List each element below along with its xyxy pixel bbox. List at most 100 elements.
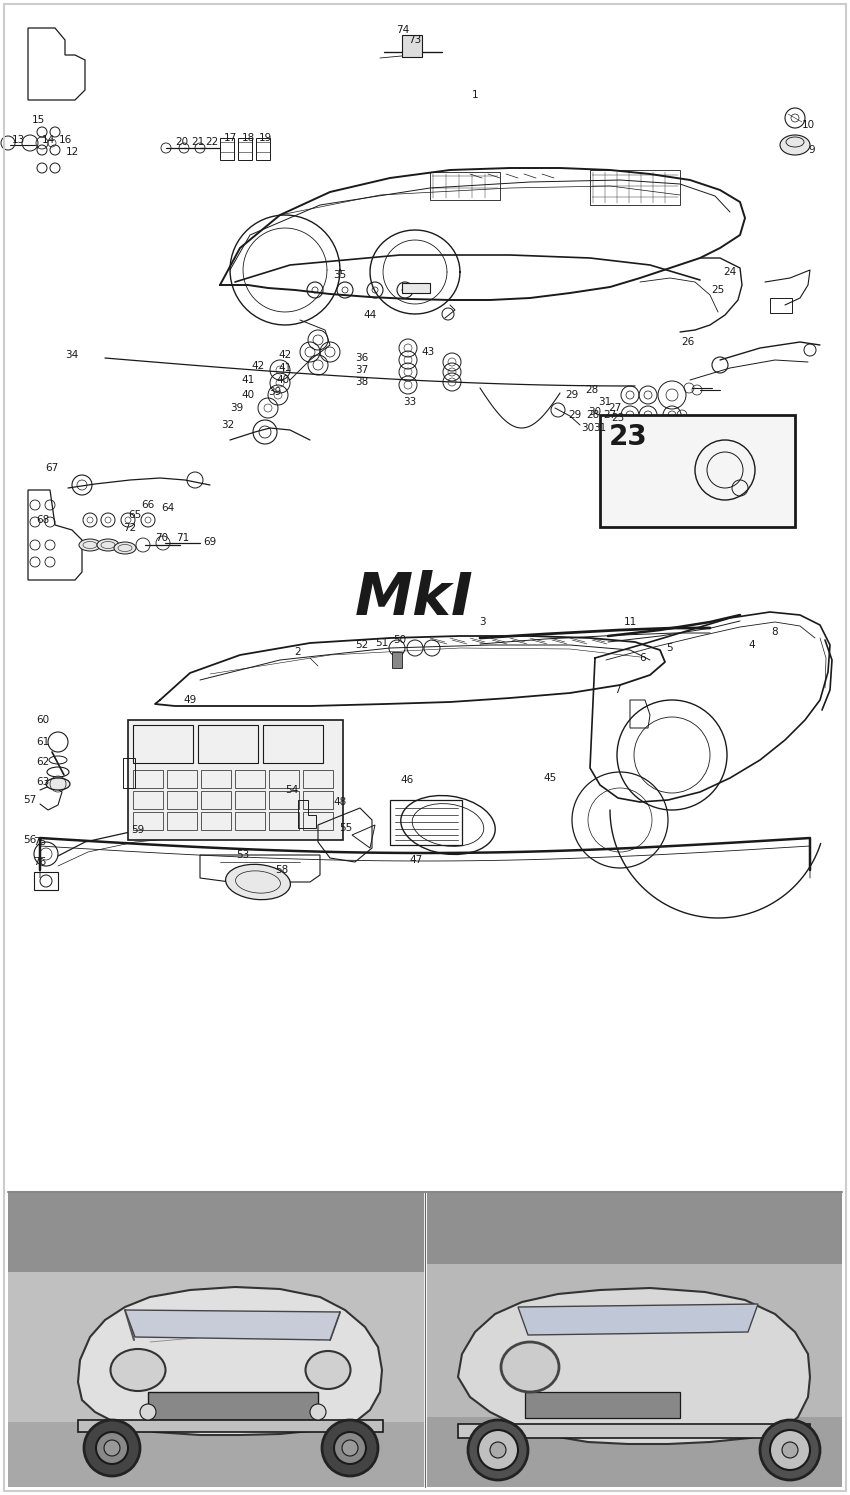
Bar [78, 1420, 383, 1432]
Text: 13: 13 [11, 135, 25, 145]
Bar [123, 758, 135, 788]
Ellipse shape [46, 777, 70, 789]
Text: 38: 38 [355, 377, 369, 387]
Ellipse shape [110, 1348, 166, 1390]
Ellipse shape [79, 540, 101, 552]
Bar [220, 142, 234, 152]
Bar [427, 1192, 842, 1263]
Text: 39: 39 [269, 387, 281, 398]
Text: 40: 40 [276, 375, 290, 386]
Text: 66: 66 [141, 499, 155, 510]
Text: 58: 58 [275, 866, 289, 875]
Bar [8, 1422, 425, 1488]
Bar [238, 142, 252, 152]
Text: MkI: MkI [355, 570, 473, 626]
Bar [235, 812, 265, 830]
Bar [235, 770, 265, 788]
Text: 69: 69 [203, 537, 217, 547]
Circle shape [770, 1431, 810, 1470]
Text: 27: 27 [604, 410, 616, 420]
Bar [167, 812, 197, 830]
Text: 76: 76 [33, 857, 47, 867]
Text: 75: 75 [33, 837, 47, 848]
Circle shape [313, 1354, 343, 1384]
Bar [235, 791, 265, 809]
Text: 41: 41 [241, 375, 255, 386]
Text: 65: 65 [128, 510, 142, 520]
Ellipse shape [225, 864, 291, 900]
Text: 10: 10 [802, 120, 814, 130]
Text: 17: 17 [224, 133, 236, 144]
Text: 28: 28 [586, 410, 599, 420]
Text: 31: 31 [598, 398, 612, 407]
Text: 28: 28 [586, 386, 598, 395]
Text: 30: 30 [581, 423, 594, 434]
Text: 25: 25 [711, 286, 724, 295]
Bar [458, 1425, 810, 1438]
Text: 8: 8 [772, 626, 779, 637]
Text: 73: 73 [408, 34, 422, 45]
Text: 50: 50 [394, 635, 406, 644]
Bar [8, 1192, 425, 1488]
Bar [402, 283, 430, 293]
Bar [427, 1417, 842, 1488]
Bar [256, 138, 270, 160]
Text: 53: 53 [236, 851, 250, 860]
Bar [525, 1392, 680, 1417]
Text: 32: 32 [221, 420, 235, 431]
Bar [590, 170, 680, 205]
Text: 21: 21 [191, 138, 205, 147]
Text: 67: 67 [45, 463, 59, 472]
Text: 2: 2 [295, 647, 301, 656]
Text: 35: 35 [333, 271, 347, 280]
Bar [256, 142, 270, 152]
Circle shape [96, 1432, 128, 1464]
Circle shape [104, 1440, 120, 1456]
Circle shape [782, 1443, 798, 1458]
Circle shape [310, 1404, 326, 1420]
Text: 5: 5 [666, 643, 673, 653]
Text: 46: 46 [400, 774, 414, 785]
Text: 34: 34 [65, 350, 78, 360]
Text: 54: 54 [286, 785, 298, 795]
Bar [167, 770, 197, 788]
Text: 26: 26 [682, 336, 694, 347]
Polygon shape [458, 1289, 810, 1444]
Bar [198, 725, 258, 762]
Text: 40: 40 [241, 390, 254, 401]
Text: 44: 44 [363, 309, 377, 320]
Ellipse shape [305, 1351, 350, 1389]
Polygon shape [125, 1310, 340, 1340]
Bar [303, 812, 333, 830]
Circle shape [760, 1420, 820, 1480]
Text: 61: 61 [37, 737, 49, 748]
Ellipse shape [780, 135, 810, 155]
Bar [600, 416, 795, 528]
Bar [269, 791, 299, 809]
Text: 71: 71 [176, 534, 190, 543]
Text: 7: 7 [614, 685, 620, 695]
Text: 62: 62 [37, 756, 49, 767]
Bar [427, 1192, 842, 1488]
Text: 1: 1 [472, 90, 479, 100]
Text: 20: 20 [175, 138, 189, 147]
Bar [8, 1192, 425, 1272]
Bar [390, 800, 462, 845]
Polygon shape [518, 1304, 758, 1335]
Bar [238, 138, 252, 160]
Text: 30: 30 [588, 407, 602, 417]
Bar [430, 172, 500, 200]
Text: 27: 27 [609, 404, 621, 413]
Text: 74: 74 [396, 25, 410, 34]
Circle shape [342, 1440, 358, 1456]
Text: 19: 19 [258, 133, 272, 144]
Text: 36: 36 [355, 353, 369, 363]
Text: 15: 15 [31, 115, 44, 126]
Text: 12: 12 [65, 147, 78, 157]
Text: 11: 11 [623, 617, 637, 626]
Text: 64: 64 [162, 502, 174, 513]
Text: 9: 9 [808, 145, 815, 155]
Text: 23: 23 [609, 423, 648, 451]
Text: 42: 42 [278, 350, 292, 360]
Bar [263, 725, 323, 762]
